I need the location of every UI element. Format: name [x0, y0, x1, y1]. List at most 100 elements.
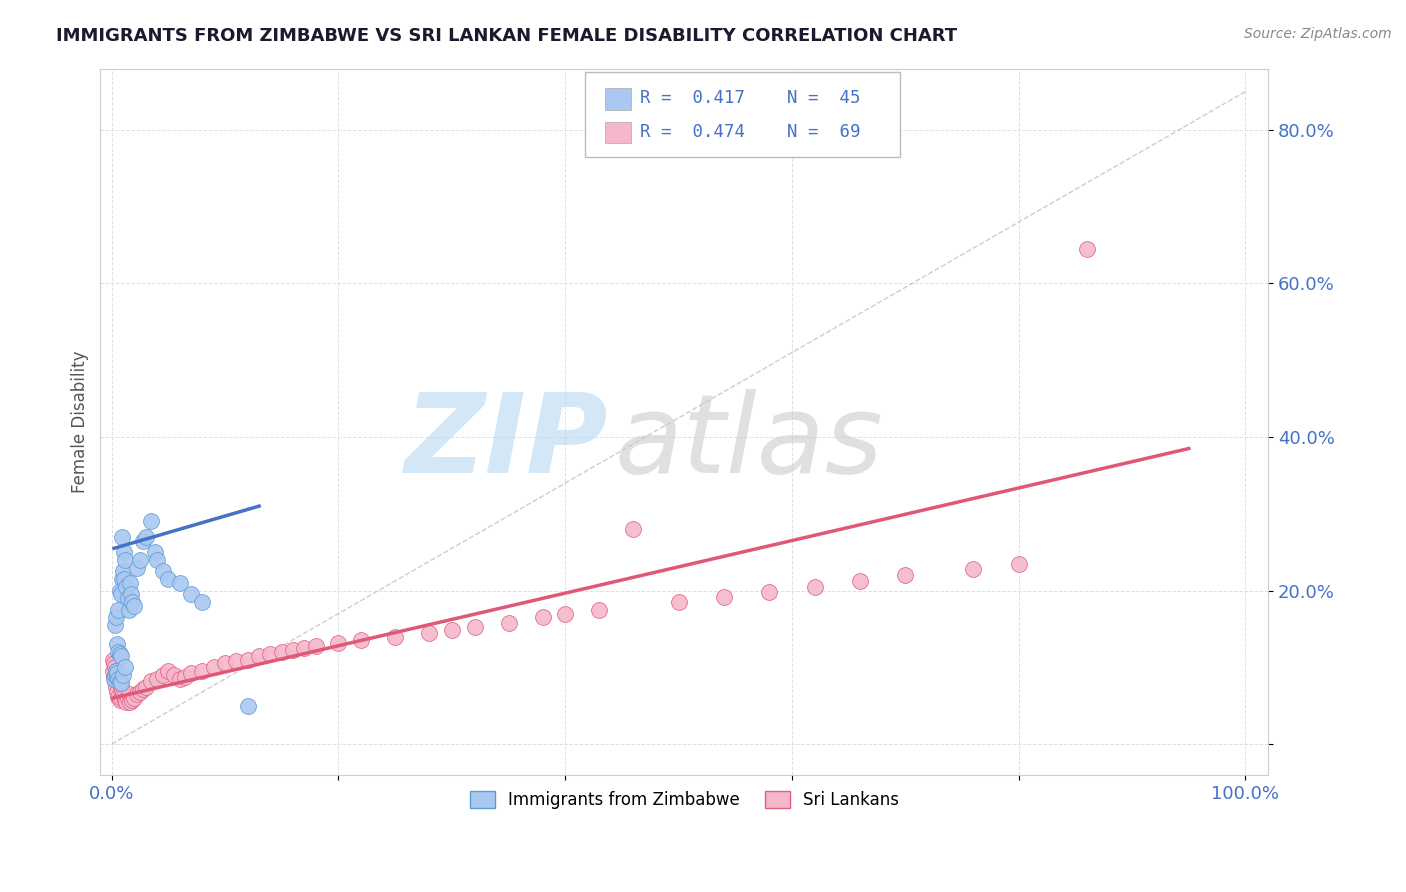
- Point: [121, 692, 143, 706]
- Point: [328, 636, 350, 650]
- Point: [621, 522, 644, 536]
- Text: R =  0.417    N =  45: R = 0.417 N = 45: [640, 89, 860, 107]
- Point: [152, 668, 174, 682]
- Text: ZIP: ZIP: [405, 389, 609, 496]
- Point: [108, 675, 131, 690]
- Point: [169, 575, 191, 590]
- Point: [115, 695, 138, 709]
- Point: [236, 698, 259, 713]
- Point: [152, 565, 174, 579]
- Point: [531, 610, 554, 624]
- Point: [105, 668, 128, 682]
- Point: [143, 545, 166, 559]
- Point: [105, 680, 128, 694]
- Point: [463, 620, 485, 634]
- Point: [112, 565, 135, 579]
- Point: [191, 664, 214, 678]
- Point: [225, 654, 247, 668]
- Point: [110, 680, 132, 694]
- Text: IMMIGRANTS FROM ZIMBABWE VS SRI LANKAN FEMALE DISABILITY CORRELATION CHART: IMMIGRANTS FROM ZIMBABWE VS SRI LANKAN F…: [56, 27, 957, 45]
- Point: [146, 553, 169, 567]
- Point: [103, 672, 125, 686]
- Point: [157, 664, 180, 678]
- Point: [180, 587, 202, 601]
- Point: [305, 639, 328, 653]
- Point: [588, 603, 610, 617]
- Point: [129, 685, 152, 699]
- Point: [350, 633, 373, 648]
- Point: [668, 595, 690, 609]
- Point: [191, 595, 214, 609]
- Point: [118, 603, 141, 617]
- Point: [157, 572, 180, 586]
- Point: [384, 630, 406, 644]
- Point: [108, 692, 131, 706]
- Point: [118, 695, 141, 709]
- Point: [174, 669, 197, 683]
- Point: [803, 580, 825, 594]
- Point: [118, 575, 141, 590]
- Point: [132, 681, 155, 696]
- Point: [124, 691, 146, 706]
- Point: [105, 666, 128, 681]
- Point: [117, 691, 139, 706]
- Point: [105, 637, 128, 651]
- Point: [107, 603, 129, 617]
- Point: [112, 545, 135, 559]
- Point: [180, 666, 202, 681]
- Point: [111, 572, 134, 586]
- Point: [107, 645, 129, 659]
- Point: [121, 595, 143, 609]
- Y-axis label: Female Disability: Female Disability: [72, 351, 89, 493]
- Point: [163, 668, 186, 682]
- Point: [169, 672, 191, 686]
- Point: [105, 685, 128, 699]
- Point: [129, 553, 152, 567]
- Point: [105, 669, 128, 683]
- Point: [101, 653, 124, 667]
- Point: [107, 690, 129, 704]
- Point: [141, 515, 163, 529]
- FancyBboxPatch shape: [585, 72, 900, 157]
- Text: atlas: atlas: [614, 389, 883, 496]
- Point: [125, 560, 148, 574]
- Point: [124, 599, 146, 613]
- Point: [108, 674, 131, 689]
- FancyBboxPatch shape: [605, 88, 630, 110]
- Point: [214, 657, 236, 671]
- Point: [101, 664, 124, 678]
- Point: [1008, 557, 1031, 571]
- Point: [554, 607, 576, 621]
- Point: [418, 625, 440, 640]
- Point: [112, 668, 135, 682]
- Point: [114, 660, 136, 674]
- Point: [498, 615, 520, 630]
- Point: [112, 572, 135, 586]
- Point: [103, 657, 125, 671]
- Point: [107, 672, 129, 686]
- Point: [112, 690, 135, 704]
- Point: [247, 648, 270, 663]
- Point: [118, 687, 141, 701]
- Point: [110, 675, 132, 690]
- Point: [294, 641, 316, 656]
- Text: R =  0.474    N =  69: R = 0.474 N = 69: [640, 123, 860, 141]
- Point: [105, 610, 128, 624]
- Point: [713, 590, 735, 604]
- Point: [104, 674, 127, 689]
- Point: [146, 672, 169, 686]
- Point: [236, 653, 259, 667]
- Point: [270, 645, 292, 659]
- Point: [104, 668, 127, 682]
- Point: [135, 680, 157, 694]
- Point: [110, 648, 132, 663]
- Point: [108, 583, 131, 598]
- Point: [758, 585, 780, 599]
- Point: [107, 672, 129, 686]
- Point: [110, 587, 132, 601]
- Point: [110, 691, 132, 706]
- Point: [1076, 242, 1098, 256]
- Point: [114, 553, 136, 567]
- Point: [111, 683, 134, 698]
- Point: [105, 664, 128, 678]
